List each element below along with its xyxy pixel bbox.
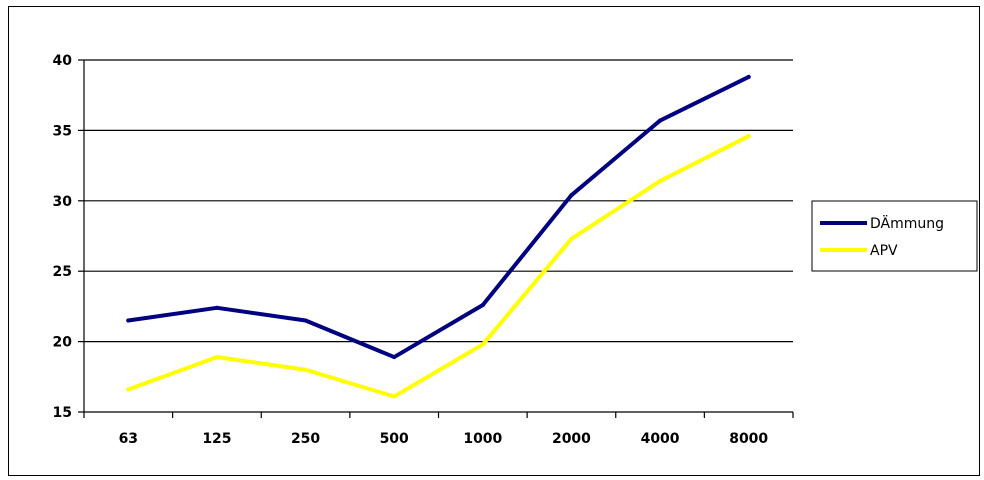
- x-tick-label: 4000: [641, 431, 680, 447]
- y-tick-label: 35: [53, 123, 72, 139]
- y-tick-label: 25: [53, 264, 72, 280]
- axes: 15 20 25 30 35 40 63 125 250 500 1000 2000 4000 8000: [53, 53, 794, 447]
- data-point: [392, 355, 397, 360]
- data-point: [480, 302, 485, 307]
- legend: DÄmmung APV: [811, 200, 978, 272]
- series-line-1: [126, 74, 751, 360]
- y-tick-label: 20: [53, 335, 73, 351]
- y-tick-label: 40: [53, 53, 73, 69]
- x-tick-label: 2000: [552, 431, 591, 447]
- y-tick-label: 30: [53, 194, 73, 210]
- legend-label: APV: [870, 243, 898, 259]
- series-lines: [126, 74, 751, 399]
- x-tick-label: 250: [291, 431, 320, 447]
- data-point: [126, 318, 131, 323]
- data-point: [126, 387, 131, 392]
- legend-box: [811, 200, 978, 272]
- data-point: [214, 355, 219, 360]
- data-point: [214, 305, 219, 310]
- gridlines: [84, 59, 793, 343]
- x-tick-label: 63: [119, 431, 138, 447]
- data-point: [392, 394, 397, 399]
- data-point: [746, 74, 751, 79]
- x-tick-label: 8000: [729, 431, 768, 447]
- x-tick-label: 125: [202, 431, 231, 447]
- data-point: [569, 236, 574, 241]
- data-point: [569, 193, 574, 198]
- data-point: [480, 342, 485, 347]
- data-point: [658, 179, 663, 184]
- x-tick-label: 500: [380, 431, 409, 447]
- legend-label: DÄmmung: [870, 214, 944, 232]
- chart-frame: 15 20 25 30 35 40 63 125 250 500 1000 2000 4000 8000 …: [8, 6, 980, 476]
- data-point: [746, 134, 751, 139]
- y-tick-label: 15: [53, 405, 72, 421]
- series-line-2: [126, 134, 751, 399]
- data-point: [303, 367, 308, 372]
- data-point: [658, 118, 663, 123]
- data-point: [303, 318, 308, 323]
- x-tick-label: 1000: [463, 431, 502, 447]
